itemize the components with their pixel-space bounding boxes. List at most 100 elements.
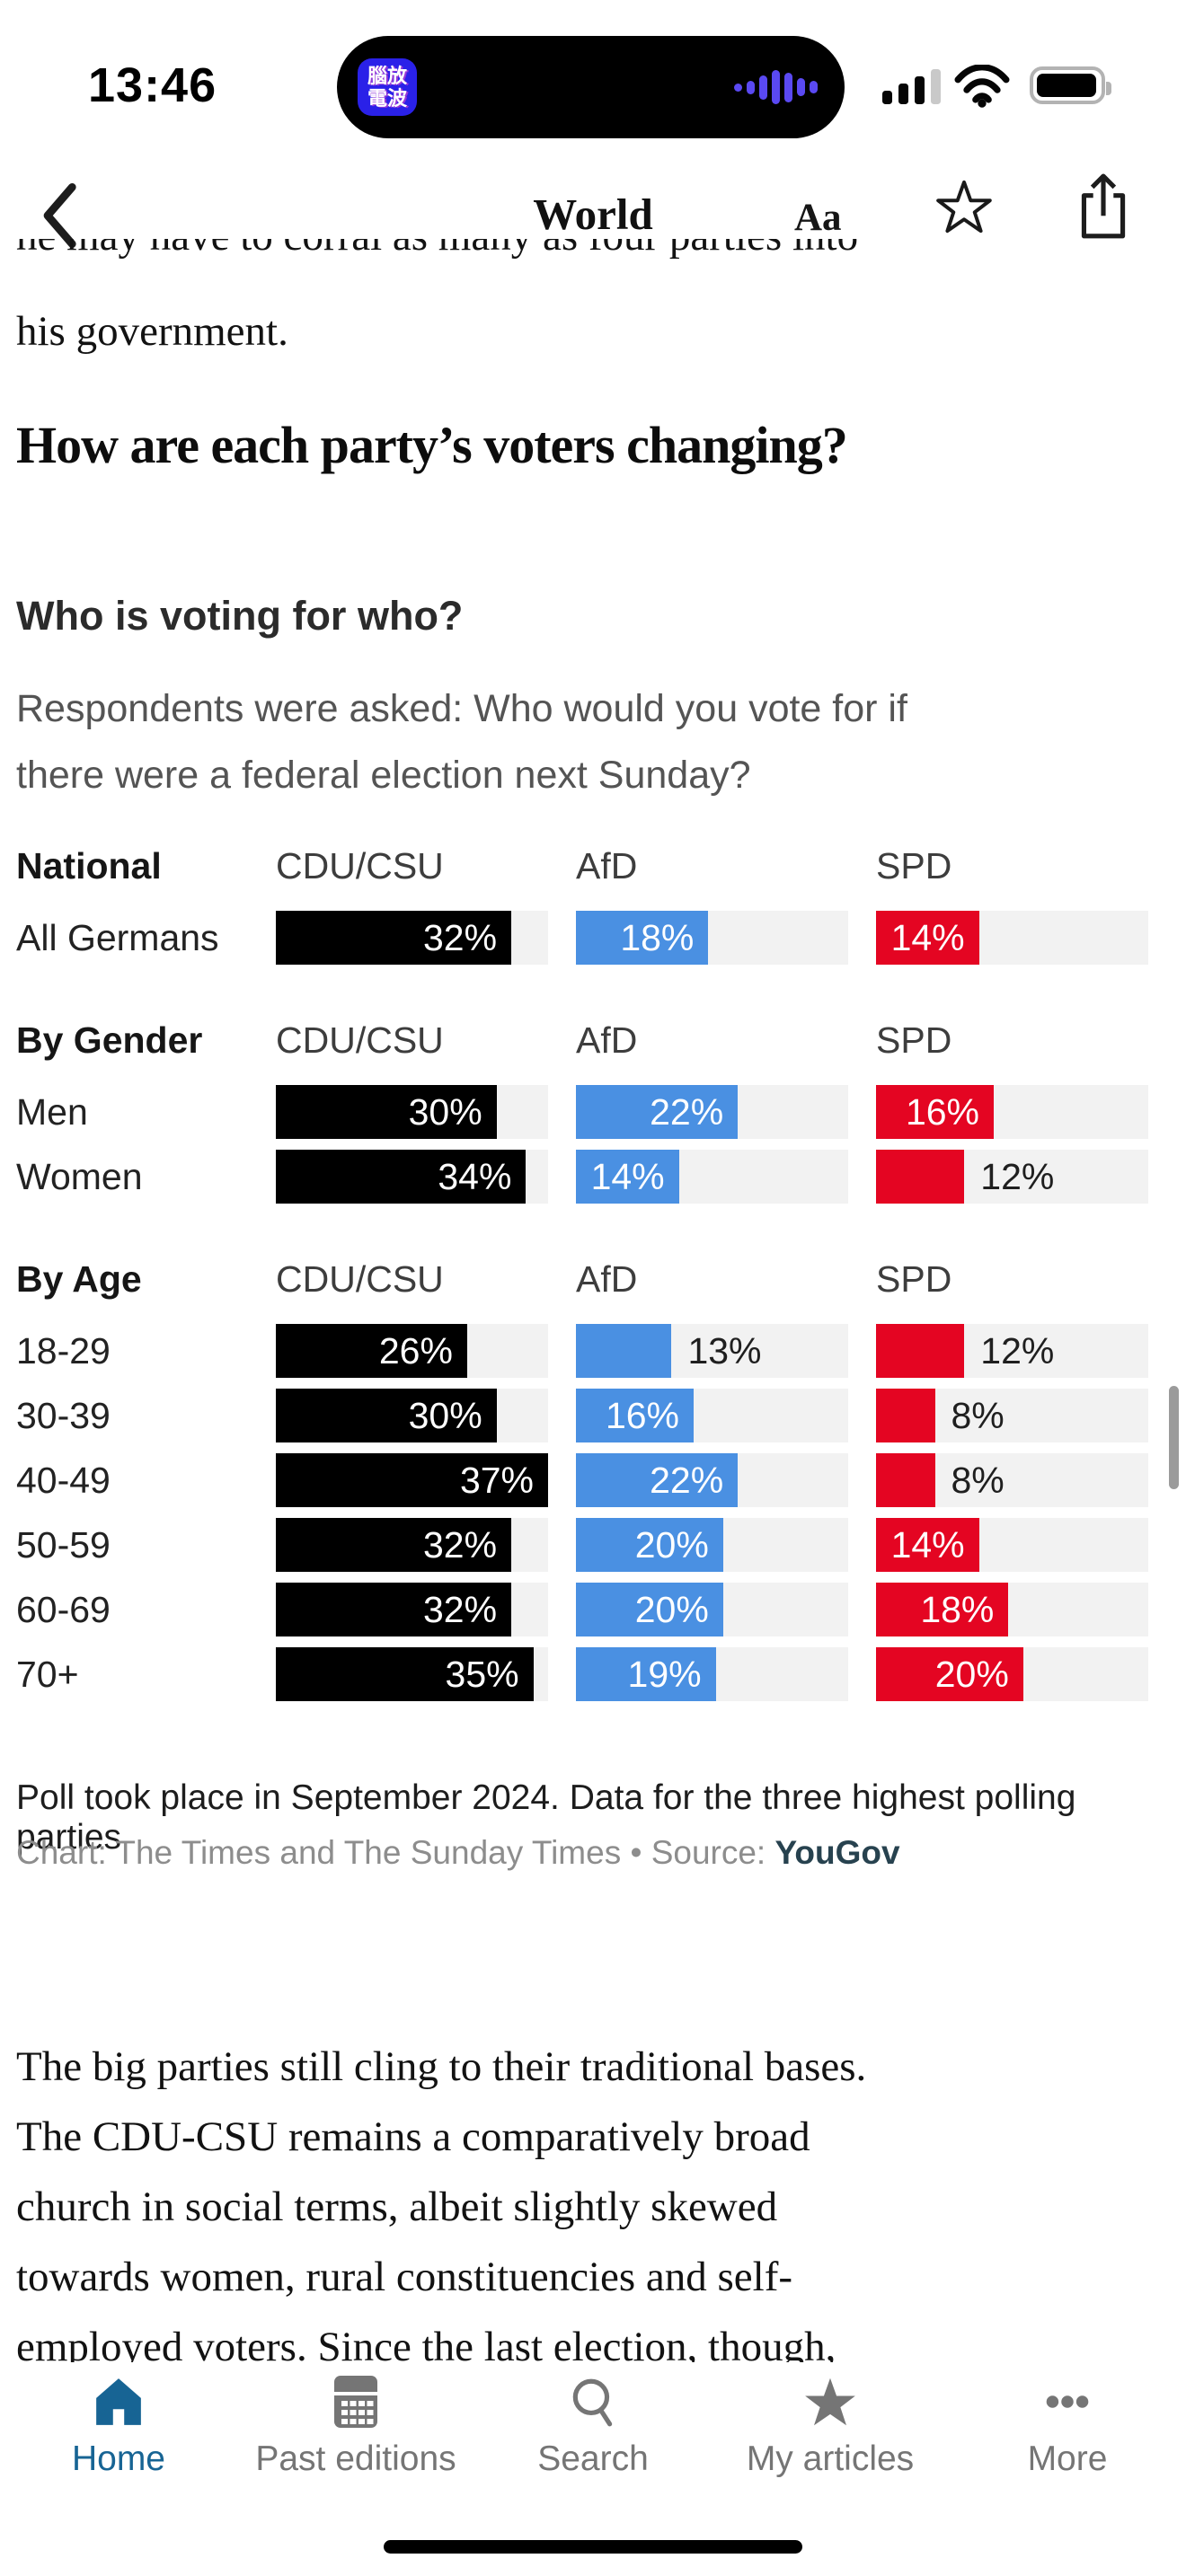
row-label: Women [16, 1155, 143, 1197]
bar: 30% [276, 1085, 497, 1139]
now-playing-app-icon[interactable]: 腦放 電波 [358, 58, 417, 116]
bar-track: 30% [276, 1389, 548, 1442]
bar-track: 12% [876, 1150, 1148, 1204]
tab-more[interactable]: More [949, 2362, 1186, 2576]
party-column-header: AfD [576, 845, 638, 887]
home-indicator[interactable] [384, 2540, 802, 2554]
bar-track: 30% [276, 1085, 548, 1139]
bar: 20% [876, 1647, 1023, 1701]
tab-label: My articles [746, 2439, 915, 2478]
home-icon [93, 2373, 145, 2430]
cellular-signal-icon [882, 68, 941, 104]
chart-section: National CDU/CSU AfD SPD All Germans 32% 18% 14… [16, 844, 1148, 965]
party-column-header: SPD [876, 1258, 952, 1300]
bar-track: 22% [576, 1085, 848, 1139]
bar-value-label: 19% [627, 1654, 702, 1695]
chart-row: 60-69 32% 20% 18% [16, 1583, 1148, 1636]
tab-search[interactable]: Search [474, 2362, 712, 2576]
chart-row: 18-29 26% 13% 12% [16, 1324, 1148, 1378]
bar-track: 14% [876, 1518, 1148, 1572]
row-label: Men [16, 1090, 88, 1133]
bar: 16% [576, 1389, 695, 1442]
bar: 26% [276, 1324, 467, 1378]
bar-track: 13% [576, 1324, 848, 1378]
wifi-icon [954, 64, 1010, 112]
bar: 34% [276, 1150, 527, 1204]
chart-section: By Age CDU/CSU AfD SPD 18-29 26% 13% 12% 30-39 30… [16, 1257, 1148, 1701]
tab-label: Search [537, 2439, 649, 2478]
bar-track: 20% [576, 1518, 848, 1572]
bar-value-label: 12% [980, 1330, 1055, 1372]
bar-value-label: 16% [605, 1395, 680, 1436]
bar: 16% [876, 1085, 995, 1139]
party-column-header: AfD [576, 1258, 638, 1300]
bar: 32% [276, 1583, 512, 1636]
chart-credit: Chart: The Times and The Sunday Times • … [16, 1834, 900, 1871]
bar-value-label: 32% [422, 1589, 498, 1630]
bar-track: 37% [276, 1453, 548, 1507]
bar-track: 14% [576, 1150, 848, 1204]
app-icon-text-line1: 腦放 [367, 65, 407, 87]
bar [876, 1389, 935, 1442]
tab-home[interactable]: Home [0, 2362, 237, 2576]
bar-value-label: 12% [980, 1156, 1055, 1197]
chart-row: Women 34% 14% 12% [16, 1150, 1148, 1204]
bar-track: 12% [876, 1324, 1148, 1378]
bar-track: 18% [576, 911, 848, 965]
app-icon-text-line2: 電波 [367, 87, 407, 110]
tab-label: Past editions [255, 2439, 456, 2478]
body-text-line: church in social terms, albeit slightly … [16, 2183, 778, 2230]
body-text-line: The big parties still cling to their tra… [16, 2043, 867, 2090]
scrollbar-thumb[interactable] [1169, 1386, 1179, 1489]
chart-row: 50-59 32% 20% 14% [16, 1518, 1148, 1572]
share-button[interactable] [1076, 172, 1130, 245]
chart-row: 40-49 37% 22% 8% [16, 1453, 1148, 1507]
row-label: 70+ [16, 1653, 79, 1695]
text-size-button[interactable]: Aa [794, 197, 842, 239]
bar-track: 34% [276, 1150, 548, 1204]
share-icon [1081, 193, 1126, 239]
back-button[interactable] [38, 183, 79, 252]
body-text-line: The CDU-CSU remains a comparatively broa… [16, 2113, 810, 2160]
bar: 22% [576, 1085, 739, 1139]
audio-waveform-icon [734, 36, 818, 138]
bar-value-label: 14% [890, 917, 965, 958]
dynamic-island[interactable]: 腦放 電波 [337, 36, 845, 138]
bar: 20% [576, 1583, 723, 1636]
row-label: 40-49 [16, 1459, 111, 1501]
bar: 35% [276, 1647, 534, 1701]
party-column-header: AfD [576, 1019, 638, 1061]
chart-title: Who is voting for who? [16, 593, 464, 639]
bar-value-label: 32% [422, 917, 498, 958]
row-label: All Germans [16, 916, 219, 958]
tab-past-editions[interactable]: Past editions [237, 2362, 474, 2576]
paragraph-line: his government. [16, 308, 288, 355]
party-column-header: CDU/CSU [276, 1258, 444, 1300]
chart-row: All Germans 32% 18% 14% [16, 911, 1148, 965]
bar-value-label: 22% [650, 1460, 724, 1501]
bar: 37% [276, 1453, 548, 1507]
bar: 22% [576, 1453, 739, 1507]
bar [876, 1150, 965, 1204]
bar-track: 8% [876, 1453, 1148, 1507]
tab-my-articles[interactable]: My articles [712, 2362, 949, 2576]
bar: 14% [576, 1150, 679, 1204]
bar-value-label: 14% [590, 1156, 665, 1197]
bar-value-label: 20% [634, 1524, 709, 1566]
bar-value-label: 16% [905, 1091, 980, 1133]
chart-row: 70+ 35% 19% 20% [16, 1647, 1148, 1701]
bar: 14% [876, 1518, 979, 1572]
search-icon [567, 2373, 619, 2430]
bar-value-label: 35% [445, 1654, 519, 1695]
bar: 19% [576, 1647, 716, 1701]
clipped-paragraph-line: he may have to corral as many as four pa… [16, 239, 1168, 273]
save-article-button[interactable] [936, 180, 992, 238]
bar-track: 26% [276, 1324, 548, 1378]
chart-subtitle: Respondents were asked: Who would you vo… [16, 687, 907, 797]
chart-row: Men 30% 22% 16% [16, 1085, 1148, 1139]
battery-icon [1030, 66, 1111, 104]
bar-value-label: 18% [620, 917, 695, 958]
bar-value-label: 26% [378, 1330, 453, 1372]
source-link[interactable]: YouGov [774, 1834, 900, 1871]
chart-section-heading: By Gender [16, 1019, 203, 1061]
